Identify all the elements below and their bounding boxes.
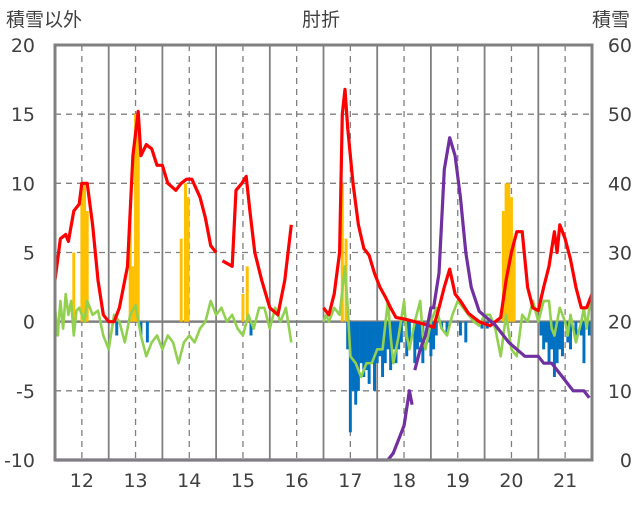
blue-bar — [399, 321, 403, 343]
orange-bar — [245, 266, 249, 322]
gridlines — [55, 45, 592, 460]
orange-bar — [179, 238, 183, 322]
orange-bar — [72, 252, 76, 322]
blue-bar — [115, 321, 119, 336]
x-tick-label: 12 — [70, 470, 94, 492]
blue-bar — [574, 321, 578, 336]
orange-bar — [501, 211, 505, 322]
orange-bar — [504, 183, 508, 322]
orange-bar — [128, 211, 132, 322]
y-left-tick-label: 10 — [11, 173, 35, 195]
orange-bar — [80, 183, 84, 322]
left-axis-title: 積雪以外 — [6, 9, 82, 31]
blue-bar — [552, 321, 556, 377]
blue-bar — [544, 321, 548, 343]
x-tick-label: 20 — [499, 470, 523, 492]
x-tick-label: 19 — [446, 470, 470, 492]
green-series-line — [53, 265, 594, 379]
blue-bar — [383, 321, 387, 364]
blue-bar — [560, 321, 564, 357]
blue-bar — [569, 321, 572, 350]
x-tick-label: 16 — [285, 470, 309, 492]
x-tick-label: 18 — [392, 470, 416, 492]
blue-bar — [407, 321, 411, 343]
y-right-tick-label: 60 — [608, 35, 632, 57]
blue-bar — [367, 321, 371, 384]
right-axis-title: 積雪 — [592, 9, 630, 31]
y-left-tick-label: 0 — [23, 312, 35, 334]
plot-frame — [53, 43, 594, 462]
blue-bar — [547, 321, 551, 364]
blue-bar — [375, 321, 379, 364]
orange-bar — [134, 114, 138, 322]
blue-bar — [432, 321, 436, 350]
blue-bar — [458, 321, 462, 336]
orange-bar — [241, 294, 245, 322]
x-tick-label: 17 — [338, 470, 362, 492]
blue-bar — [348, 321, 352, 433]
orange-bar — [136, 128, 140, 322]
blue-bar — [480, 321, 484, 329]
orange-bar — [507, 183, 511, 322]
blue-bar — [579, 321, 583, 336]
y-right-tick-label: 30 — [608, 243, 632, 265]
blue-bar — [587, 321, 591, 336]
y-right-tick-label: 40 — [608, 173, 632, 195]
blue-bar — [356, 321, 360, 391]
orange-bar — [85, 211, 89, 322]
blue-bar — [582, 321, 586, 364]
blue-bar — [542, 321, 546, 350]
y-left-tick-label: 20 — [11, 35, 35, 57]
orange-bar — [512, 238, 516, 322]
blue-bar — [370, 321, 374, 364]
blue-bar — [378, 321, 382, 357]
blue-bar — [362, 321, 366, 377]
y-left-tick-label: 15 — [11, 104, 35, 126]
orange-bar — [83, 183, 87, 322]
x-tick-label: 21 — [553, 470, 577, 492]
y-left-tick-label: 5 — [23, 243, 35, 265]
blue-bar — [145, 321, 149, 343]
blue-bar — [550, 321, 554, 350]
blue-bar — [391, 321, 395, 350]
blue-bar — [249, 321, 253, 336]
blue-bar — [464, 321, 468, 343]
orange-bar — [131, 266, 135, 322]
lines — [53, 87, 594, 462]
blue-bar — [346, 321, 350, 350]
blue-bar — [386, 321, 390, 350]
blue-bar — [429, 321, 433, 357]
orange-bar — [184, 183, 187, 322]
blue-bar — [415, 321, 419, 350]
blue-bar — [351, 321, 355, 391]
y-right-tick-label: 10 — [608, 381, 632, 403]
y-right-tick-label: 50 — [608, 104, 632, 126]
blue-bar — [445, 321, 449, 336]
chart-title: 肘折 — [302, 9, 340, 31]
y-right-tick-label: 20 — [608, 312, 632, 334]
blue-bar — [394, 321, 398, 364]
x-tick-label: 14 — [177, 470, 201, 492]
y-left-tick-label: -10 — [4, 450, 35, 472]
blue-bar — [539, 321, 543, 336]
orange-bar — [340, 183, 344, 322]
blue-bar — [364, 321, 368, 371]
blue-bar — [434, 321, 438, 336]
blue-bar — [418, 321, 422, 343]
y-right-tick-label: 0 — [620, 450, 632, 472]
red-series-line — [53, 87, 594, 329]
orange-bar — [186, 197, 190, 322]
x-tick-label: 15 — [231, 470, 255, 492]
x-tick-label: 13 — [123, 470, 147, 492]
blue-bar — [558, 321, 562, 350]
y-left-tick-label: -5 — [16, 381, 35, 403]
blue-bar — [359, 321, 363, 364]
blue-bar — [555, 321, 559, 364]
blue-bar — [413, 321, 417, 364]
